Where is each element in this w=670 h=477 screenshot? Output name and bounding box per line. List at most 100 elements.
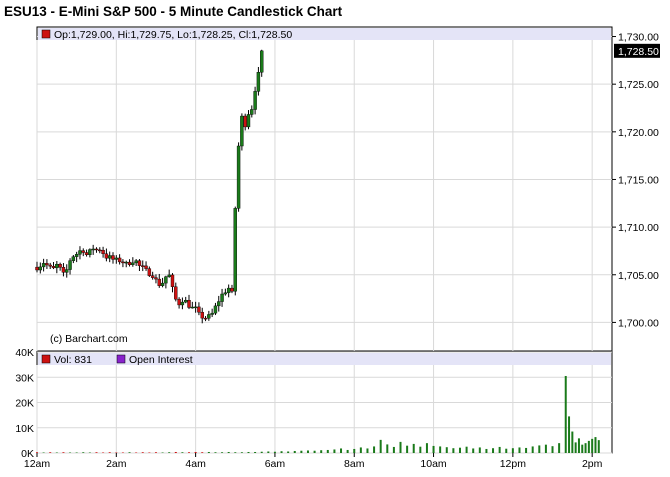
volume-bar [577,438,580,453]
candle-body [167,274,171,277]
volume-bar [260,451,263,453]
volume-bar [544,444,547,453]
volume-bar [240,452,243,453]
volume-bar [465,446,468,453]
volume-bar [568,416,571,453]
candle-body [35,266,39,271]
candle-body [180,301,185,306]
time-tick-label: 8am [344,458,365,470]
candle-body [117,257,122,263]
price-tick-label: 1,715.00 [618,174,659,186]
volume-bar [168,452,171,453]
volume-bar [287,451,290,453]
volume-bars [36,375,600,453]
price-y-axis: 1,730.00 1,725.00 1,720.00 1,715.00 1,710.00… [612,32,659,329]
volume-bar [452,448,455,453]
time-tick-label: 10am [420,458,447,470]
volume-bar [379,439,382,453]
volume-bar [267,451,270,453]
volume-bar [280,451,283,453]
candle-body [108,255,112,259]
candle-body [193,306,198,309]
time-tick-label: 12pm [500,458,527,470]
candle-body [226,287,231,293]
price-tick-label: 1,720.00 [618,127,659,139]
volume-bar [214,452,217,453]
volume-bar [148,452,151,453]
watermark: (c) Barchart.com [50,333,128,345]
candle-body [38,266,43,271]
volume-bar [439,446,442,453]
volume-bar [366,448,369,453]
volume-bar [42,452,45,453]
candle-body [164,276,168,284]
time-tick-label: 2am [106,458,127,470]
volume-bar [353,448,356,453]
candle-body [184,300,188,303]
last-price-label: 1,728.50 [618,46,659,58]
open-interest-legend: Open Interest [129,354,193,366]
candle-body [51,266,56,269]
candle-body [260,50,264,73]
candle-body [154,277,158,280]
volume-bar [525,447,528,453]
candle-body [81,250,85,253]
candle-body [121,261,125,264]
volume-grid [36,351,612,454]
volume-bar [346,449,349,453]
volume-bar [69,452,72,453]
volume-bar [154,452,157,453]
volume-bar [551,446,554,453]
candle-body [104,253,109,259]
time-x-axis: 12am 2am 4am 6am 8am 10am 12pm 2pm [24,453,603,470]
volume-bar [373,446,376,453]
volume-bar [574,442,577,453]
candle-body [131,262,135,265]
volume-legend-box [41,354,51,364]
volume-bar [571,431,574,453]
volume-bar [326,449,329,453]
candle-body [68,260,72,270]
candle-body [114,257,119,260]
volume-bar [102,452,105,453]
volume-bar [293,450,296,453]
candle-body [71,256,76,261]
volume-bar [587,440,590,453]
volume-bar [419,446,422,453]
volume-bar [313,450,316,453]
time-tick-label: 6am [265,458,286,470]
candle-body [174,286,178,300]
volume-bar [36,452,38,453]
volume-bar [485,448,488,453]
ohlc-legend-bar [38,28,611,40]
volume-bar [584,443,587,453]
candle-body [213,305,218,314]
volume-bar [412,443,415,453]
volume-bar [161,452,164,453]
volume-bar [432,445,435,453]
volume-bar [498,446,501,453]
volume-bar [478,447,481,453]
last-price-marker: 1,728.50 [614,43,660,58]
candle-body [55,263,59,269]
candle-body [141,265,145,267]
volume-bar [594,437,597,453]
candle-body [61,267,66,273]
candle-body [253,91,257,110]
candle-body [65,269,69,273]
candle-body [127,261,132,265]
volume-bar [234,452,237,453]
volume-bar [141,452,144,453]
candle-body [200,311,204,319]
volume-bar [82,452,85,453]
candle-body [78,250,82,255]
volume-bar [306,450,309,453]
candle-body [137,260,142,266]
candle-body [157,278,161,286]
candle-body [230,287,234,292]
candle-body [190,306,195,309]
volume-bar [188,452,191,453]
volume-bar [128,452,131,453]
candle-body [111,255,115,260]
